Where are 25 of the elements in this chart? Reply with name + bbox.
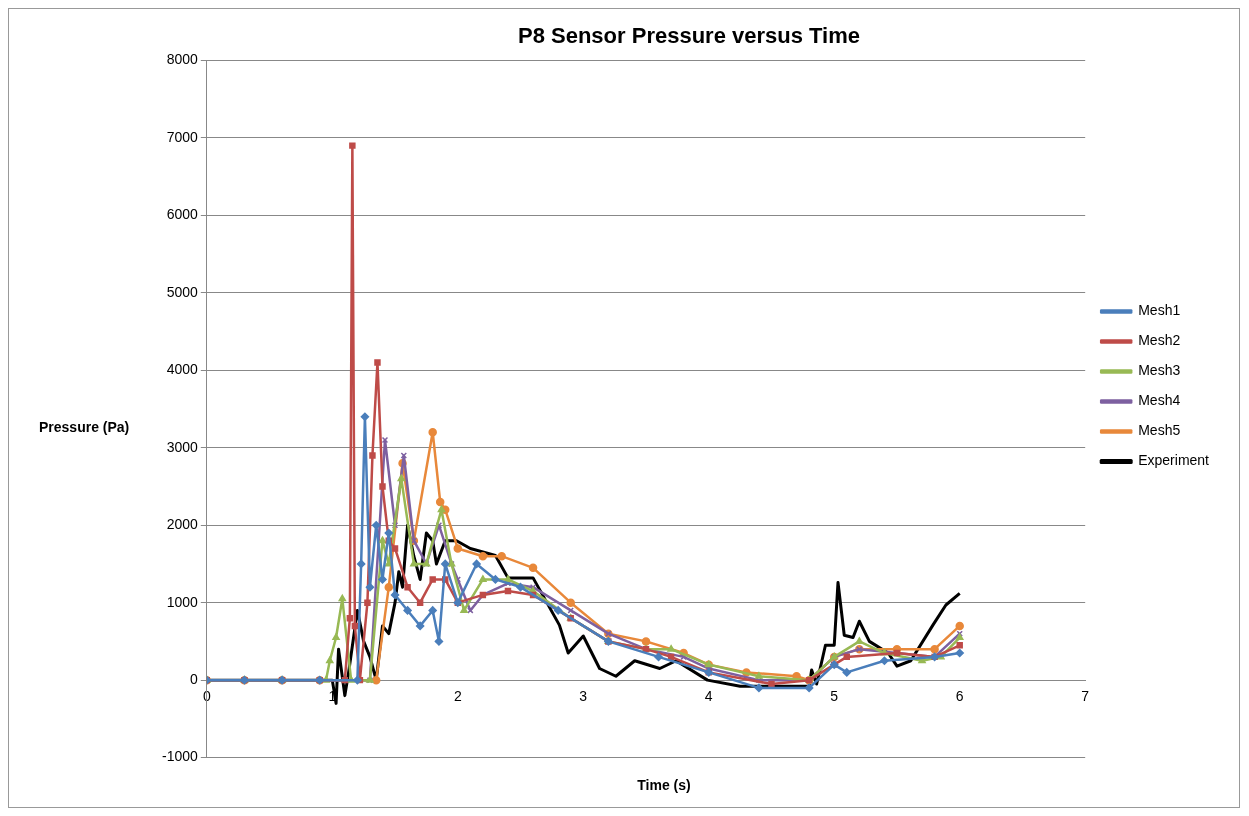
y-tick-label: 4000 <box>166 361 199 378</box>
legend-label: Mesh3 <box>1138 362 1181 379</box>
x-axis-title: Time (s) <box>636 777 692 793</box>
legend-label: Experiment <box>1138 452 1210 469</box>
x-tick-label: 5 <box>830 688 839 705</box>
x-tick-label: 2 <box>453 688 462 705</box>
legend-label: Mesh1 <box>1138 302 1181 319</box>
x-tick-label: 7 <box>1081 688 1090 705</box>
y-tick-label: 6000 <box>166 206 199 223</box>
legend-label: Mesh2 <box>1138 332 1181 349</box>
legend-label: Mesh4 <box>1138 392 1181 409</box>
y-tick-label: -1000 <box>161 748 199 765</box>
y-tick-label: 5000 <box>166 283 199 300</box>
y-axis-title: Pressure (Pa) <box>39 419 130 435</box>
legend-label: Mesh5 <box>1138 422 1181 439</box>
y-tick-label: 8000 <box>166 51 199 68</box>
y-tick-label: 0 <box>190 670 199 687</box>
y-tick-label: 2000 <box>166 516 199 533</box>
x-tick-label: 6 <box>955 688 964 705</box>
y-tick-label: 1000 <box>166 593 199 610</box>
chart-title: P8 Sensor Pressure versus Time <box>517 23 861 49</box>
y-tick-label: 3000 <box>166 438 199 455</box>
y-tick-label: 7000 <box>166 128 199 145</box>
x-tick-label: 3 <box>579 688 588 705</box>
x-tick-label: 4 <box>704 688 713 705</box>
